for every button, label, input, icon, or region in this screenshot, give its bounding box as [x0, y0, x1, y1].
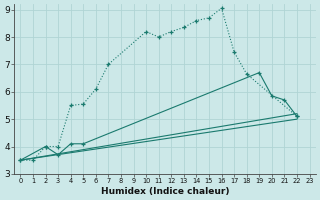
- X-axis label: Humidex (Indice chaleur): Humidex (Indice chaleur): [101, 187, 229, 196]
